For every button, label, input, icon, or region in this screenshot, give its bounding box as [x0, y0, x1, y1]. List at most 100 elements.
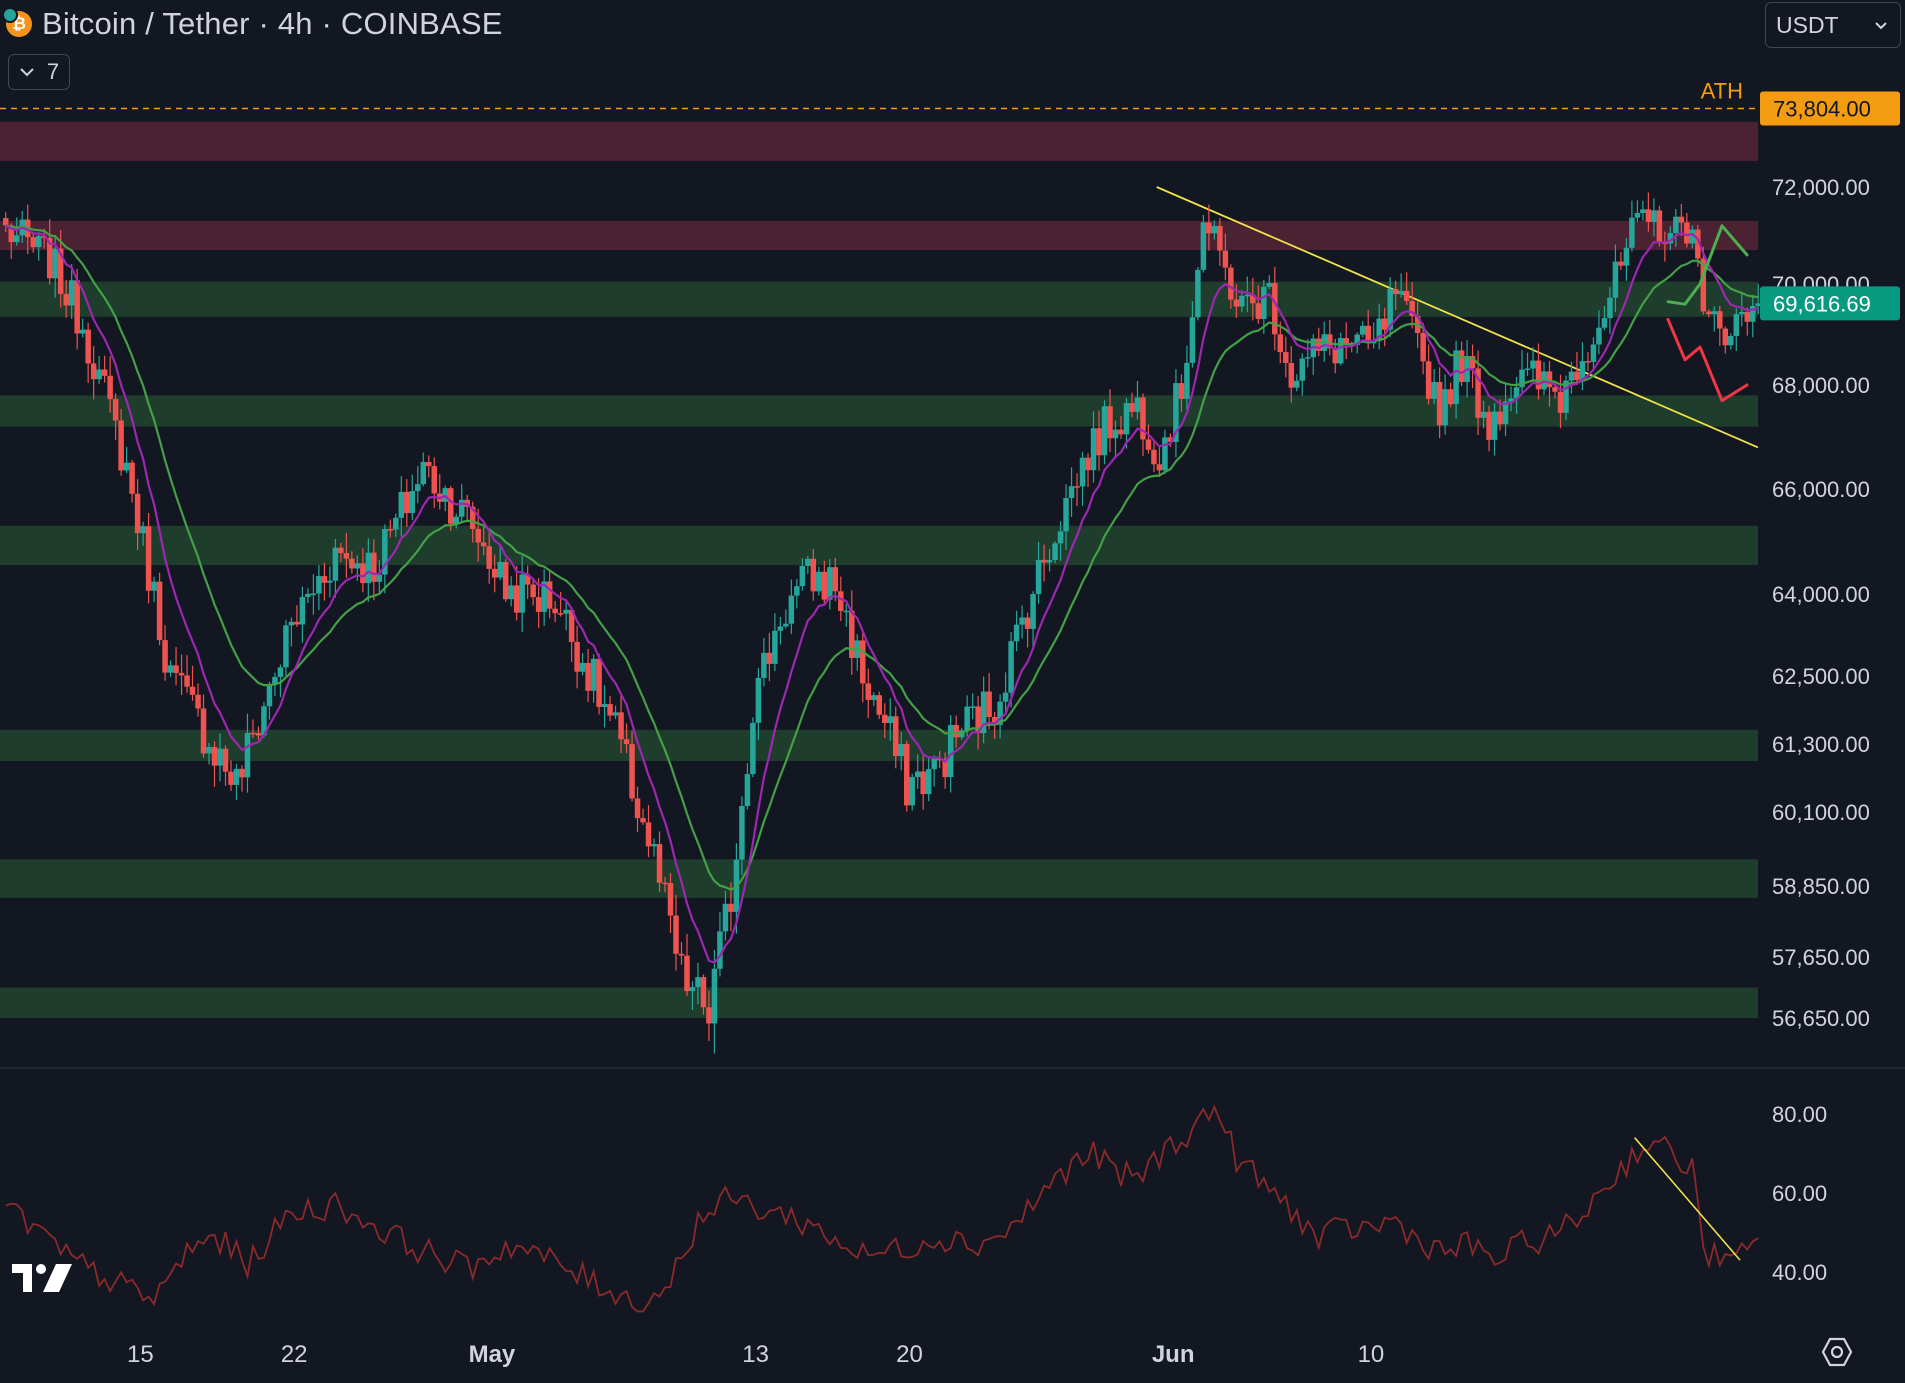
bullish-candle — [1612, 261, 1619, 298]
bearish-candle — [700, 977, 707, 1008]
time-axis-label: 13 — [742, 1341, 769, 1368]
bullish-candle — [914, 771, 921, 778]
bullish-candle — [1079, 457, 1086, 487]
ath-layer: ATH — [0, 79, 1758, 110]
bullish-candle — [497, 562, 503, 578]
support-zone — [0, 281, 1758, 317]
candles-layer — [3, 192, 1762, 1054]
bearish-candle — [876, 695, 883, 715]
bearish-candle — [107, 375, 113, 400]
tradingview-logo-icon[interactable] — [12, 1262, 74, 1296]
bullish-candle — [1711, 311, 1718, 315]
bullish-candle — [1305, 357, 1311, 359]
ath-price-label: 73,804.00 — [1773, 97, 1871, 122]
bearish-candle — [101, 369, 108, 376]
bearish-candle — [502, 562, 509, 600]
bullish-candle — [1590, 344, 1597, 362]
bullish-candle — [35, 236, 42, 248]
bearish-candle — [1546, 371, 1553, 388]
bearish-candle — [1107, 406, 1113, 439]
bearish-candle — [1381, 318, 1388, 330]
price-axis-label: 66,000.00 — [1772, 477, 1870, 502]
bullish-candle — [1002, 692, 1009, 702]
bearish-candle — [112, 399, 119, 421]
bearish-candle — [1074, 486, 1080, 488]
bullish-candle — [1519, 369, 1525, 388]
bearish-candle — [1085, 457, 1091, 471]
ath-label: ATH — [1701, 79, 1743, 104]
bearish-candle — [832, 567, 839, 592]
bearish-candle — [1535, 360, 1542, 390]
bullish-candle — [1195, 269, 1201, 318]
bearish-candle — [662, 882, 668, 885]
bullish-candle — [947, 724, 954, 778]
chart-settings-icon[interactable] — [1820, 1335, 1854, 1369]
bearish-candle — [1447, 389, 1454, 405]
bearish-candle — [552, 608, 558, 614]
bearish-candle — [953, 724, 959, 738]
bearish-candle — [645, 822, 652, 847]
bearish-candle — [30, 237, 36, 248]
bearish-candle — [250, 732, 256, 735]
bullish-candle — [1266, 283, 1273, 287]
bullish-candle — [1673, 216, 1679, 234]
chevron-down-icon — [20, 68, 34, 77]
bullish-candle — [1667, 233, 1674, 244]
bearish-candle — [1233, 299, 1240, 307]
time-axis: 15 22 May 13 20 Jun 10 — [127, 1341, 1384, 1368]
bullish-candle — [332, 547, 339, 581]
support-zone — [0, 859, 1758, 898]
bearish-candle — [557, 613, 564, 615]
currency-select[interactable]: USDT — [1765, 2, 1901, 48]
bullish-candle — [288, 621, 295, 626]
bullish-candle — [1200, 222, 1207, 270]
bullish-candle — [233, 768, 240, 785]
bullish-candle — [1733, 314, 1740, 336]
bearish-candle — [1129, 403, 1135, 412]
bearish-candle — [178, 672, 185, 676]
bullish-projection-arrow — [1666, 224, 1749, 306]
bullish-candle — [398, 491, 405, 518]
bearish-candle — [1392, 289, 1399, 295]
bullish-candle — [1057, 531, 1064, 544]
bullish-candle — [1184, 362, 1190, 399]
time-axis-label: May — [469, 1341, 516, 1368]
bearish-candle — [211, 747, 218, 766]
bullish-candle — [1579, 361, 1586, 381]
bearish-candle — [1695, 229, 1701, 259]
bullish-candle — [980, 691, 987, 734]
bearish-candle — [849, 610, 855, 658]
bearish-candle — [349, 558, 355, 569]
bullish-candle — [1607, 297, 1613, 319]
rsi-pane — [5, 1104, 1759, 1313]
bearish-candle — [1420, 333, 1426, 362]
bullish-candle — [816, 571, 822, 592]
symbol-title[interactable]: Bitcoin / Tether · 4h · COINBASE — [42, 6, 503, 41]
bullish-candle — [354, 563, 361, 569]
price-axis-label: 72,000.00 — [1772, 175, 1870, 200]
bearish-candle — [1722, 328, 1729, 346]
current-price-label: 69,616.69 — [1773, 291, 1871, 316]
bearish-candle — [1156, 464, 1163, 471]
price-axis: 74,000.0072,000.0070,000.0068,000.0066,0… — [1760, 88, 1900, 1285]
rsi-axis-label: 40.00 — [1772, 1260, 1827, 1285]
bearish-candle — [1409, 301, 1415, 316]
current-price-tag — [1760, 286, 1900, 321]
bearish-candle — [1475, 368, 1481, 418]
indicator-toggle-button[interactable]: 7 — [8, 54, 70, 90]
bullish-candle — [794, 586, 800, 596]
support-zone — [0, 729, 1758, 761]
bullish-candle — [266, 684, 273, 707]
bullish-candle — [579, 662, 586, 672]
bearish-candle — [189, 686, 196, 695]
bearish-candle — [667, 883, 674, 916]
bearish-candle — [634, 798, 641, 819]
bullish-candle — [1068, 486, 1075, 498]
bearish-candle — [475, 528, 481, 543]
bullish-candle — [750, 722, 756, 775]
bullish-candle — [217, 748, 223, 766]
bearish-candle — [1557, 391, 1564, 413]
bullish-candle — [788, 595, 795, 624]
bearish-candle — [1332, 348, 1338, 364]
